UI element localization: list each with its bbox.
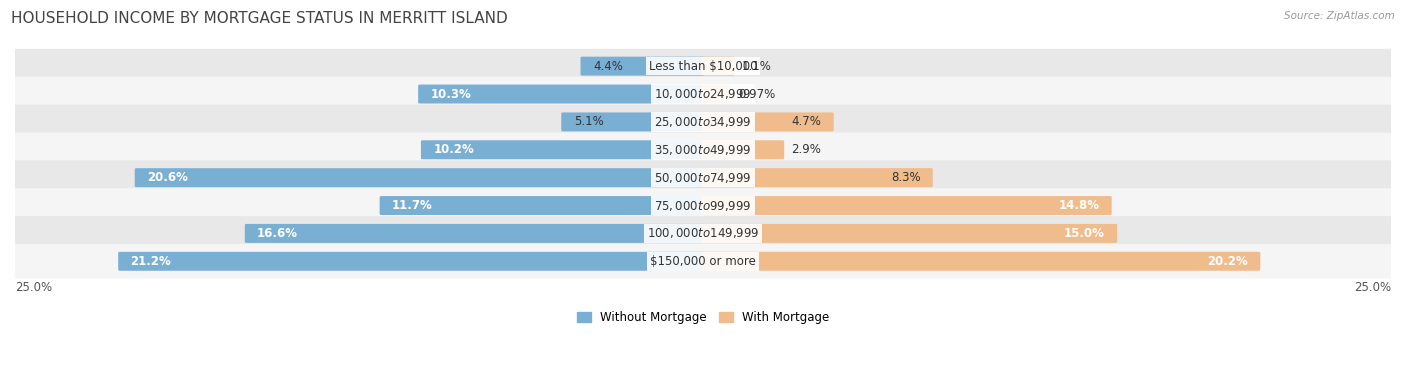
- FancyBboxPatch shape: [11, 160, 1395, 195]
- Text: 10.3%: 10.3%: [430, 88, 471, 101]
- Text: 8.3%: 8.3%: [891, 171, 921, 184]
- FancyBboxPatch shape: [702, 252, 1260, 271]
- FancyBboxPatch shape: [11, 49, 1395, 84]
- Text: HOUSEHOLD INCOME BY MORTGAGE STATUS IN MERRITT ISLAND: HOUSEHOLD INCOME BY MORTGAGE STATUS IN M…: [11, 11, 508, 26]
- FancyBboxPatch shape: [702, 85, 731, 104]
- Text: 2.9%: 2.9%: [792, 143, 821, 156]
- FancyBboxPatch shape: [118, 252, 704, 271]
- Legend: Without Mortgage, With Mortgage: Without Mortgage, With Mortgage: [572, 306, 834, 328]
- Text: Less than $10,000: Less than $10,000: [648, 60, 758, 73]
- Text: 20.2%: 20.2%: [1208, 255, 1249, 268]
- FancyBboxPatch shape: [702, 140, 785, 159]
- Text: $35,000 to $49,999: $35,000 to $49,999: [654, 143, 752, 157]
- FancyBboxPatch shape: [420, 140, 704, 159]
- Text: 21.2%: 21.2%: [131, 255, 172, 268]
- Text: $150,000 or more: $150,000 or more: [650, 255, 756, 268]
- FancyBboxPatch shape: [11, 133, 1395, 167]
- Text: 15.0%: 15.0%: [1064, 227, 1105, 240]
- FancyBboxPatch shape: [11, 188, 1395, 223]
- FancyBboxPatch shape: [702, 196, 1112, 215]
- FancyBboxPatch shape: [11, 244, 1395, 279]
- Text: 25.0%: 25.0%: [1354, 281, 1391, 294]
- Text: 5.1%: 5.1%: [574, 115, 603, 129]
- FancyBboxPatch shape: [561, 112, 704, 132]
- Text: Source: ZipAtlas.com: Source: ZipAtlas.com: [1284, 11, 1395, 21]
- Text: 1.1%: 1.1%: [741, 60, 772, 73]
- FancyBboxPatch shape: [702, 57, 735, 76]
- Text: 4.4%: 4.4%: [593, 60, 623, 73]
- Text: $25,000 to $34,999: $25,000 to $34,999: [654, 115, 752, 129]
- Text: 14.8%: 14.8%: [1059, 199, 1099, 212]
- FancyBboxPatch shape: [581, 57, 704, 76]
- Text: 0.97%: 0.97%: [738, 88, 775, 101]
- Text: 25.0%: 25.0%: [15, 281, 52, 294]
- Text: 10.2%: 10.2%: [433, 143, 474, 156]
- Text: $75,000 to $99,999: $75,000 to $99,999: [654, 198, 752, 212]
- FancyBboxPatch shape: [702, 112, 834, 132]
- FancyBboxPatch shape: [702, 168, 932, 187]
- FancyBboxPatch shape: [11, 216, 1395, 251]
- FancyBboxPatch shape: [135, 168, 704, 187]
- FancyBboxPatch shape: [245, 224, 704, 243]
- Text: $100,000 to $149,999: $100,000 to $149,999: [647, 226, 759, 240]
- Text: 16.6%: 16.6%: [257, 227, 298, 240]
- Text: 11.7%: 11.7%: [392, 199, 433, 212]
- FancyBboxPatch shape: [418, 85, 704, 104]
- FancyBboxPatch shape: [11, 77, 1395, 111]
- Text: $50,000 to $74,999: $50,000 to $74,999: [654, 170, 752, 184]
- FancyBboxPatch shape: [702, 224, 1118, 243]
- FancyBboxPatch shape: [11, 105, 1395, 139]
- FancyBboxPatch shape: [380, 196, 704, 215]
- Text: 4.7%: 4.7%: [792, 115, 821, 129]
- Text: $10,000 to $24,999: $10,000 to $24,999: [654, 87, 752, 101]
- Text: 20.6%: 20.6%: [148, 171, 188, 184]
